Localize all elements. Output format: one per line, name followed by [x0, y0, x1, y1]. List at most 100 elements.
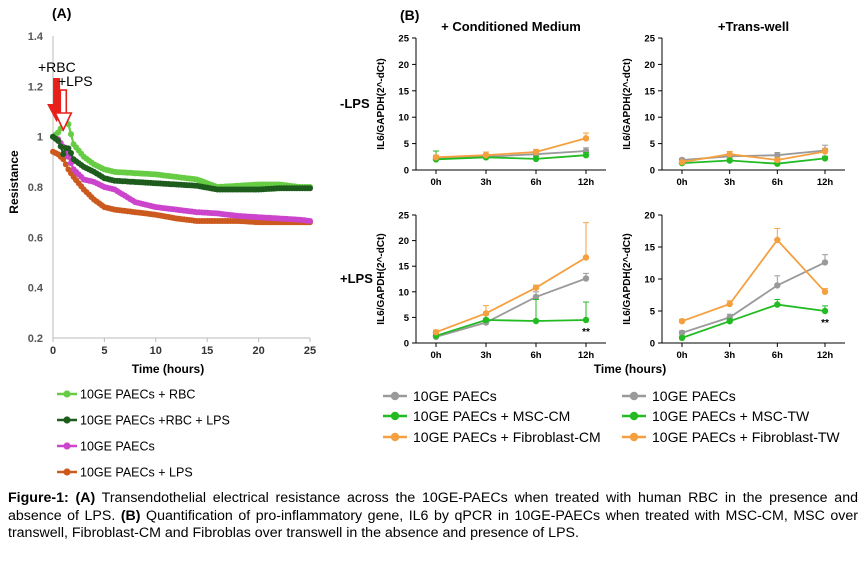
panel-b-legend-conditioned-medium: 10GE PAECs 10GE PAECs + MSC-CM 10GE PAECs …: [383, 388, 601, 445]
figure-caption: Figure-1: (A) Transendothelial electrica…: [8, 490, 858, 543]
panel-b-y-tick-label: 25: [644, 34, 655, 45]
panel-b-data-point: [774, 236, 781, 244]
panel-b-x-tick-label: 0h: [430, 350, 441, 361]
panel-a-plot: 0.2 0.4 0.6 0.8 1 1.2 1.4 0 5 10 15 20 25 Time (hours…: [7, 31, 316, 376]
panel-b-data-point: [774, 282, 781, 289]
caption-a-tag: (A): [75, 490, 96, 506]
panel-a-legend-label: 10GE PAECs: [80, 440, 155, 454]
panel-b-y-tick-label: 10: [398, 287, 409, 298]
panel-b-data-point: [532, 148, 540, 156]
panel-b-y-axis-title: IL6/GAPDH(2^-dCt): [376, 233, 387, 324]
panel-b-data-point: [532, 155, 540, 163]
panel-b-data-point: [482, 316, 490, 324]
panel-b-series-line: [681, 150, 826, 163]
panel-a-data-point: [307, 185, 313, 192]
panel-b-y-tick-label: 5: [650, 139, 656, 150]
lps-arrow-shaft: [59, 89, 68, 115]
panel-b-y-tick-label: 10: [644, 275, 655, 286]
panel-b-data-point: [582, 316, 590, 324]
panel-b-label: (B): [400, 7, 419, 23]
panel-b-x-tick-label: 3h: [480, 350, 491, 361]
panel-b-subplot-cm-plus-lps: 0 5 10 15 20 25 0h 3h 6h 12h IL6/GAPDH(2^-dCt)+LPS…: [340, 211, 606, 361]
panel-a-data-point: [68, 150, 74, 156]
panel-b-y-tick-label: 5: [404, 139, 410, 150]
panel-b-legend-marker: [390, 411, 400, 421]
panel-b-legend-marker: [390, 432, 400, 442]
panel-a-data-point: [57, 143, 64, 150]
panel-b-y-axis-title: IL6/GAPDH(2^-dCt): [622, 58, 633, 149]
panel-a-legend: 10GE PAECs + RBC 10GE PAECs +RBC + LPS 10G…: [57, 388, 230, 480]
panel-a-legend-marker: [63, 468, 71, 476]
panel-b-data-point: [726, 157, 733, 164]
panel-b-x-tick-label: 12h: [817, 350, 834, 361]
panel-b-data-point: [821, 259, 829, 266]
panel-b-data-point: [482, 310, 490, 317]
panel-b-legend-marker: [629, 411, 639, 421]
panel-b-y-tick-label: 10: [644, 113, 655, 124]
lps-arrow-head: [54, 112, 73, 132]
panel-b-series-line: [435, 277, 587, 338]
lps-annotation: +LPS: [58, 73, 93, 89]
panel-b-x-tick-label: 6h: [772, 177, 783, 188]
panel-b-data-point: [774, 152, 781, 159]
panel-b-x-tick-label: 12h: [578, 177, 595, 188]
panel-b-y-tick-label: 0: [404, 166, 409, 177]
panel-b-data-point: [821, 155, 829, 162]
panel-b-y-tick-label: 20: [644, 211, 655, 222]
panel-b-y-axis-title: IL6/GAPDH(2^-dCt): [376, 58, 387, 149]
panel-b-legend-transwell: 10GE PAECs 10GE PAECs + MSC-TW 10GE PAECs …: [622, 388, 840, 445]
panel-b-row-label: +LPS: [340, 271, 373, 286]
panel-b-significance-label: **: [821, 318, 829, 329]
panel-b-y-tick-label: 0: [404, 339, 409, 350]
panel-b-y-tick-label: 5: [404, 313, 410, 324]
panel-b-x-tick-label: 3h: [480, 177, 491, 188]
panel-b-row-label: -LPS: [340, 96, 370, 111]
panel-b-y-axis-title: IL6/GAPDH(2^-dCt): [622, 233, 633, 324]
panel-b-data-point: [821, 307, 829, 315]
panel-b-column-title: + Conditioned Medium: [441, 19, 581, 34]
panel-b-subplot-cm-minus-lps: 0 5 10 15 20 25 0h 3h 6h 12h IL6/GAPDH(2^-dCt) + Co…: [340, 19, 606, 188]
panel-b-series-line: [681, 261, 826, 334]
panel-b-x-axis-title: Time (hours): [594, 362, 666, 376]
panel-a-x-tick-label: 20: [252, 345, 264, 357]
panel-a-x-tick-label: 5: [101, 345, 107, 357]
panel-a-y-tick-label: 1: [37, 132, 43, 144]
panel-a-y-tick-label: 0.2: [28, 333, 43, 345]
panel-a-x-tick-label: 15: [201, 345, 213, 357]
panel-b-legend-label: 10GE PAECs + MSC-TW: [652, 408, 810, 424]
panel-a-label: (A): [52, 5, 71, 21]
panel-b-y-tick-label: 15: [398, 262, 409, 273]
panel-b-x-tick-label: 0h: [430, 177, 441, 188]
panel-b-x-tick-label: 6h: [530, 350, 541, 361]
panel-b-data-point: [582, 275, 590, 282]
panel-b-y-tick-label: 5: [650, 307, 656, 318]
panel-a-x-axis-title: Time (hours): [132, 362, 204, 376]
panel-a-data-point: [60, 156, 67, 163]
panel-b-series-line: [681, 238, 826, 323]
panel-a-data-point: [307, 218, 313, 224]
panel-a-legend-label: 10GE PAECs + LPS: [80, 466, 193, 480]
panel-b-series-line: [435, 137, 587, 159]
panel-b-data-point: [678, 334, 686, 342]
panel-b-y-tick-label: 20: [398, 236, 409, 247]
panel-b-data-point: [678, 329, 686, 336]
panel-b-legend-marker: [629, 432, 639, 442]
panel-b-data-point: [726, 300, 733, 308]
panel-b-series-line: [435, 319, 587, 337]
panel-b-y-tick-label: 15: [398, 86, 409, 97]
panel-b-series-line: [435, 256, 587, 334]
panel-b-column-title: +Trans-well: [718, 19, 789, 34]
panel-a-y-tick-label: 0.4: [28, 283, 44, 295]
panel-a-y-tick-label: 1.2: [28, 81, 43, 93]
panel-b-data-point: [774, 301, 781, 308]
caption-b-text: Quantification of pro-inflammatory gene,…: [8, 507, 858, 542]
panel-b-x-tick-label: 0h: [676, 350, 687, 361]
panel-b-x-tick-label: 12h: [817, 177, 834, 188]
panel-b-y-tick-label: 10: [398, 113, 409, 124]
panel-b-data-point: [726, 318, 733, 325]
panel-b-series-line: [681, 157, 826, 165]
panel-b-subplot-tw-plus-lps: 0 5 10 15 20 0h 3h 6h 12h IL6/GAPDH(2^-dCt) **: [622, 211, 845, 361]
panel-b-data-point: [432, 154, 440, 161]
caption-a-text: Transendothelial electrical resistance a…: [8, 490, 858, 524]
panel-b-legend-label: 10GE PAECs: [413, 388, 497, 404]
